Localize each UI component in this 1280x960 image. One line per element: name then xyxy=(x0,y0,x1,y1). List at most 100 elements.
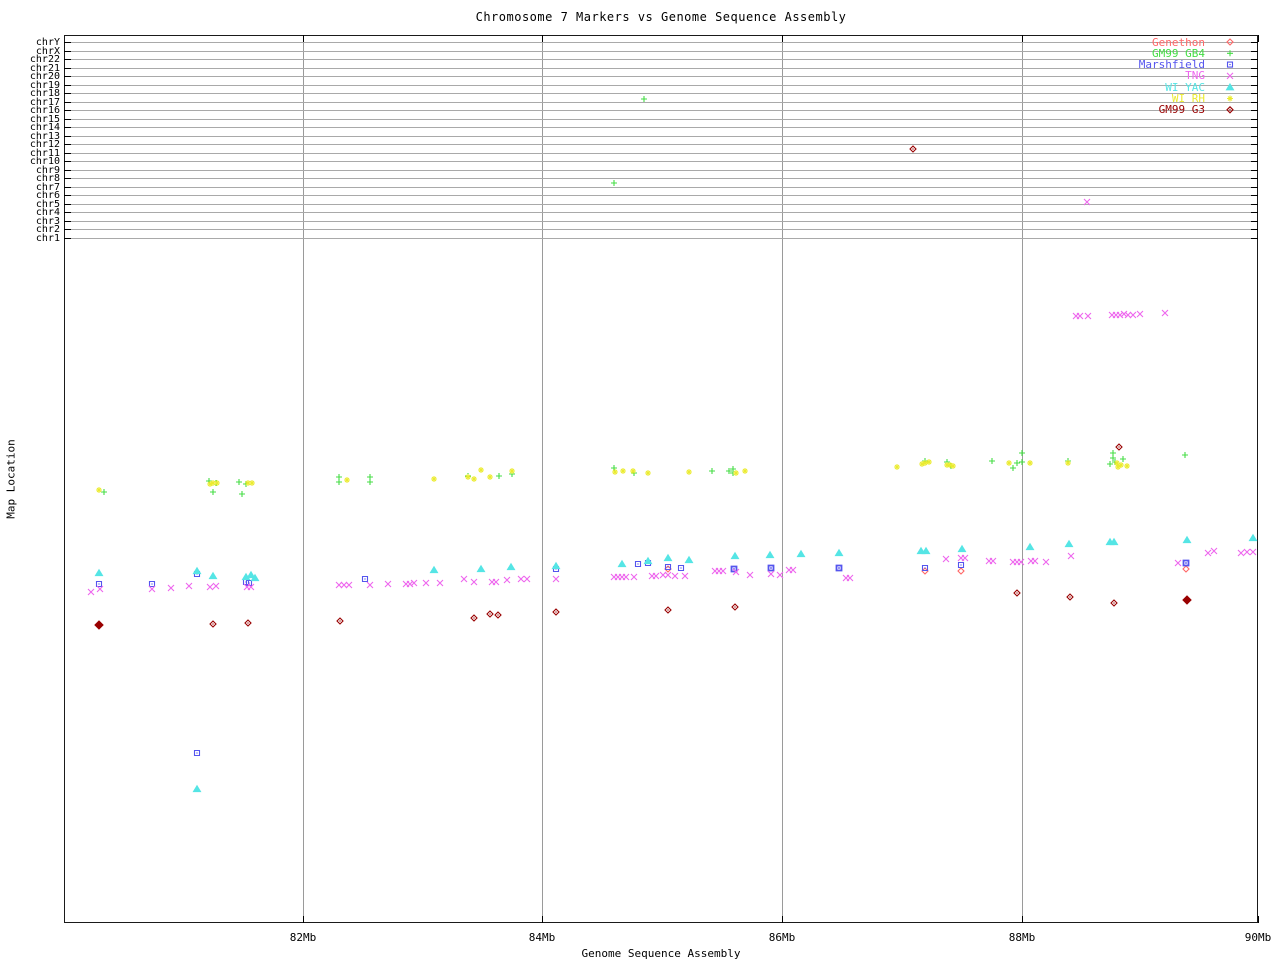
marker-marshfield xyxy=(361,575,369,583)
marker-tng xyxy=(340,581,348,589)
marker-wi-yac xyxy=(663,553,673,562)
chromosome-tick-right xyxy=(1251,119,1258,120)
marker-tng xyxy=(776,571,784,579)
marker-wi-yac xyxy=(1182,535,1192,544)
marker-gm99-g3 xyxy=(1182,595,1192,605)
x-tick-top xyxy=(303,35,304,42)
marker-gm99-g3 xyxy=(494,611,502,619)
marker-wi-yac xyxy=(208,571,218,580)
marker-gm99-gb4 xyxy=(1182,452,1188,458)
chromosome-tick-left xyxy=(64,110,71,111)
marker-gm99-gb4 xyxy=(239,491,245,497)
marker-wi-yac xyxy=(1064,539,1074,548)
x-tick-label: 84Mb xyxy=(528,931,556,944)
marker-marshfield xyxy=(767,564,775,572)
plot-border xyxy=(64,35,1258,923)
marker-tng xyxy=(846,574,854,582)
marker-tng xyxy=(681,572,689,580)
marker-wi-rh xyxy=(431,476,437,482)
marker-wi-rh xyxy=(1124,463,1130,469)
chromosome-tick-left xyxy=(64,170,71,171)
marker-wi-yac xyxy=(94,568,104,577)
chromosome-tick-left xyxy=(64,59,71,60)
marker-tng xyxy=(622,573,630,581)
marker-tng xyxy=(410,579,418,587)
chromosome-tick-right xyxy=(1251,229,1258,230)
chromosome-gridline xyxy=(64,144,1258,145)
marker-gm99-g3 xyxy=(209,620,217,628)
marker-wi-rh xyxy=(950,463,956,469)
marker-tng xyxy=(96,585,104,593)
marker-wi-yac xyxy=(730,551,740,560)
chromosome-gridline xyxy=(64,212,1258,213)
chromosome-tick-left xyxy=(64,93,71,94)
marker-gm99-gb4 xyxy=(1014,460,1020,466)
marker-wi-yac xyxy=(684,555,694,564)
marker-gm99-gb4 xyxy=(210,489,216,495)
marker-wi-rh xyxy=(612,469,618,475)
marker-genethon xyxy=(957,567,965,575)
marker-tng xyxy=(492,578,500,586)
marker-gm99-gb4 xyxy=(726,468,732,474)
chromosome-tick-right xyxy=(1251,51,1258,52)
chart-title: Chromosome 7 Markers vs Genome Sequence … xyxy=(475,10,847,24)
chromosome-tick-left xyxy=(64,144,71,145)
chromosome-tick-left xyxy=(64,127,71,128)
chromosome-label: chr19 xyxy=(29,80,60,91)
marker-wi-rh xyxy=(922,460,928,466)
marker-tng xyxy=(335,581,343,589)
chromosome-tick-left xyxy=(64,102,71,103)
chromosome-tick-left xyxy=(64,238,71,239)
marker-gm99-gb4 xyxy=(709,468,715,474)
marker-wi-yac xyxy=(429,565,439,574)
marker-wi-yac xyxy=(246,570,256,579)
marker-tng xyxy=(406,580,414,588)
marker-tng xyxy=(212,582,220,590)
chromosome-gridline xyxy=(64,59,1258,60)
x-axis-label: Genome Sequence Assembly xyxy=(581,947,741,960)
marker-tng xyxy=(436,579,444,587)
marker-tng xyxy=(942,555,950,563)
x-tick-label: 88Mb xyxy=(1008,931,1036,944)
marker-gm99-gb4 xyxy=(336,479,342,485)
chromosome-tick-right xyxy=(1251,195,1258,196)
marker-tng xyxy=(384,580,392,588)
chromosome-label: chr10 xyxy=(29,156,60,167)
x-tick-bottom xyxy=(782,916,783,923)
chromosome-label: chrX xyxy=(35,46,60,57)
chromosome-label: chr7 xyxy=(35,182,60,193)
chromosome-gridline xyxy=(64,76,1258,77)
marker-tng xyxy=(1237,549,1245,557)
chromosome-tick-left xyxy=(64,153,71,154)
x-tick-top xyxy=(1022,35,1023,42)
marker-tng xyxy=(1136,310,1144,318)
marker-wi-yac xyxy=(476,564,486,573)
chromosome-label: chr3 xyxy=(35,216,60,227)
chromosome-gridline xyxy=(64,119,1258,120)
chromosome-tick-right xyxy=(1251,170,1258,171)
marker-wi-rh xyxy=(947,462,953,468)
marker-tng xyxy=(247,583,255,591)
marker-marshfield xyxy=(1182,559,1190,567)
marker-tng xyxy=(1161,309,1169,317)
marker-tng xyxy=(1120,310,1128,318)
marker-tng xyxy=(1083,198,1091,206)
marker-tng xyxy=(1067,552,1075,560)
marker-marshfield xyxy=(634,560,642,568)
marker-wi-rh xyxy=(894,464,900,470)
chromosome-tick-left xyxy=(64,229,71,230)
chromosome-label: chr12 xyxy=(29,139,60,150)
chromosome-gridline xyxy=(64,195,1258,196)
chromosome-gridline xyxy=(64,229,1258,230)
chromosome-tick-right xyxy=(1251,178,1258,179)
chromosome-tick-left xyxy=(64,195,71,196)
marker-tng xyxy=(1116,311,1124,319)
chromosome-tick-right xyxy=(1251,102,1258,103)
marker-wi-yac xyxy=(250,573,260,582)
chromosome-tick-left xyxy=(64,51,71,52)
marker-wi-rh xyxy=(509,468,515,474)
marker-gm99-gb4 xyxy=(367,479,373,485)
chromosome-tick-right xyxy=(1251,187,1258,188)
chromosome-label: chr13 xyxy=(29,131,60,142)
